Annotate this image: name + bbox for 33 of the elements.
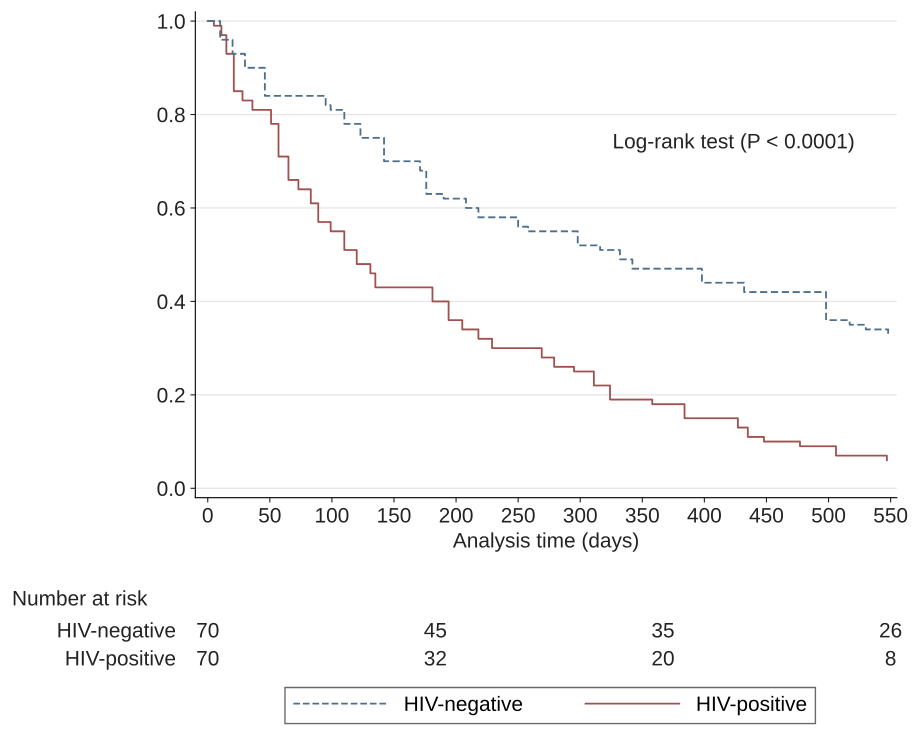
x-tick-label: 0 [202, 508, 213, 523]
x-tick-label: 200 [440, 508, 473, 523]
x-tick-label: 150 [378, 508, 411, 523]
x-axis-title: Analysis time (days) [452, 532, 638, 552]
y-tick-label: 0.4 [157, 294, 185, 310]
x-tick-label: 50 [259, 508, 281, 523]
y-tick-label: 0.8 [157, 108, 185, 122]
text: Number at risk [14, 590, 148, 606]
y-tick-label: 0.6 [157, 200, 185, 216]
x-tick-label: 300 [564, 508, 597, 523]
annotation: Log-rank test (P < 0.0001) [614, 133, 854, 153]
text: 8 [886, 650, 896, 666]
x-tick-label: 100 [316, 508, 348, 523]
text: HIV-positive [66, 650, 176, 670]
x-tick-label: 350 [626, 508, 659, 523]
legend-label: HIV-positive [698, 696, 806, 716]
legend-label: HIV-negative [405, 696, 522, 716]
y-tick-label: 0.0 [157, 481, 185, 496]
x-tick-label: 450 [750, 508, 784, 523]
x-tick-label: 250 [502, 508, 535, 523]
y-tick-label: 0.2 [157, 388, 185, 403]
text: 70 [197, 622, 219, 638]
x-tick-label: 550 [874, 508, 908, 523]
text: 20 [652, 650, 674, 666]
text: 45 [424, 623, 446, 638]
y-tick-label: 1.0 [158, 14, 185, 29]
text: 35 [652, 622, 674, 638]
text: 26 [880, 622, 902, 638]
x-tick-label: 500 [812, 508, 846, 523]
text: 70 [197, 650, 219, 666]
text: 32 [424, 650, 446, 666]
x-tick-label: 400 [687, 508, 721, 523]
text: HIV-negative [58, 622, 176, 642]
